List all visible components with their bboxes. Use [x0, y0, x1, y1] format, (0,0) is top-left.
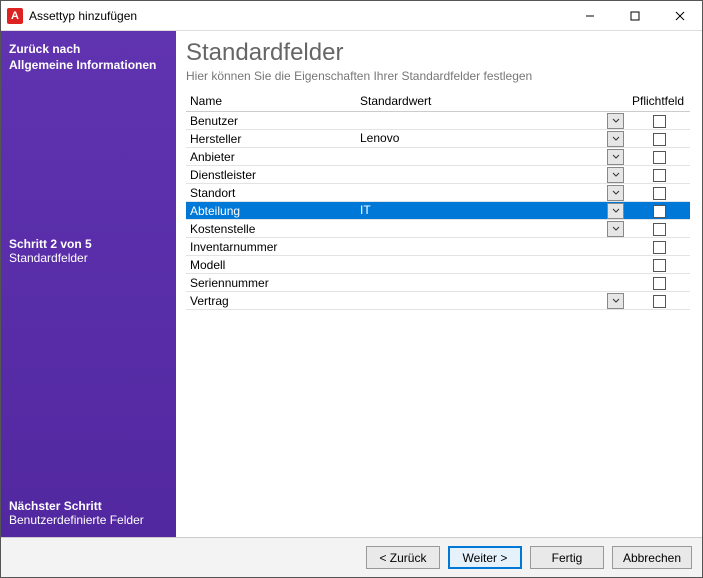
dropdown-toggle[interactable] — [607, 185, 624, 201]
dropdown-toggle[interactable] — [607, 149, 624, 165]
table-row[interactable]: Hersteller Lenovo — [186, 130, 690, 148]
dropdown-toggle[interactable] — [607, 113, 624, 129]
cell-name[interactable]: Modell — [186, 256, 356, 274]
cancel-button[interactable]: Abbrechen — [612, 546, 692, 569]
dialog-footer: < Zurück Weiter > Fertig Abbrechen — [1, 537, 702, 577]
cell-name[interactable]: Standort — [186, 184, 356, 202]
table-row[interactable]: Modell — [186, 256, 690, 274]
dropdown-toggle[interactable] — [607, 221, 624, 237]
back-link-target: Allgemeine Informationen — [9, 58, 156, 72]
dialog-window: A Assettyp hinzufügen Zurück nach Allgem… — [0, 0, 703, 578]
next-step-name: Benutzerdefinierte Felder — [9, 513, 168, 527]
wizard-sidebar: Zurück nach Allgemeine Informationen Sch… — [1, 31, 176, 537]
cell-required — [628, 184, 690, 202]
next-step-label: Nächster Schritt — [9, 499, 168, 513]
dialog-body: Zurück nach Allgemeine Informationen Sch… — [1, 31, 702, 537]
table-row[interactable]: Anbieter — [186, 148, 690, 166]
app-icon: A — [7, 8, 23, 24]
titlebar: A Assettyp hinzufügen — [1, 1, 702, 31]
cell-default-value[interactable] — [356, 292, 628, 310]
page-subheading: Hier können Sie die Eigenschaften Ihrer … — [186, 69, 690, 83]
cell-default-value[interactable] — [356, 112, 628, 130]
cell-name[interactable]: Seriennummer — [186, 274, 356, 292]
dropdown-toggle[interactable] — [607, 167, 624, 183]
back-link-label: Zurück nach — [9, 42, 80, 56]
cell-name[interactable]: Vertrag — [186, 292, 356, 310]
cell-required — [628, 274, 690, 292]
required-checkbox[interactable] — [653, 205, 666, 218]
cell-default-value[interactable] — [356, 238, 628, 256]
page-heading: Standardfelder — [186, 39, 690, 67]
required-checkbox[interactable] — [653, 223, 666, 236]
required-checkbox[interactable] — [653, 241, 666, 254]
table-row[interactable]: Vertrag — [186, 292, 690, 310]
cell-default-value[interactable] — [356, 184, 628, 202]
cell-default-value[interactable] — [356, 220, 628, 238]
cell-required — [628, 166, 690, 184]
dropdown-toggle[interactable] — [607, 131, 624, 147]
default-value-text: IT — [360, 203, 371, 217]
next-step: Nächster Schritt Benutzerdefinierte Feld… — [9, 499, 168, 527]
cell-required — [628, 130, 690, 148]
close-button[interactable] — [657, 1, 702, 30]
col-header-name[interactable]: Name — [186, 91, 356, 112]
step-name: Standardfelder — [9, 251, 168, 265]
required-checkbox[interactable] — [653, 151, 666, 164]
col-header-required[interactable]: Pflichtfeld — [628, 91, 690, 112]
cell-default-value[interactable]: Lenovo — [356, 130, 628, 148]
dropdown-toggle[interactable] — [607, 293, 624, 309]
cell-name[interactable]: Abteilung — [186, 202, 356, 220]
cell-name[interactable]: Dienstleister — [186, 166, 356, 184]
cell-required — [628, 238, 690, 256]
cell-name[interactable]: Anbieter — [186, 148, 356, 166]
minimize-button[interactable] — [567, 1, 612, 30]
cell-required — [628, 256, 690, 274]
table-row[interactable]: Abteilung IT — [186, 202, 690, 220]
required-checkbox[interactable] — [653, 187, 666, 200]
fields-table: Name Standardwert Pflichtfeld BenutzerHe… — [186, 91, 690, 310]
table-row[interactable]: Benutzer — [186, 112, 690, 130]
table-row[interactable]: Dienstleister — [186, 166, 690, 184]
required-checkbox[interactable] — [653, 169, 666, 182]
cell-required — [628, 148, 690, 166]
required-checkbox[interactable] — [653, 277, 666, 290]
back-button[interactable]: < Zurück — [366, 546, 440, 569]
required-checkbox[interactable] — [653, 115, 666, 128]
cell-default-value[interactable]: IT — [356, 202, 628, 220]
dropdown-toggle[interactable] — [607, 203, 624, 219]
table-row[interactable]: Inventarnummer — [186, 238, 690, 256]
cell-required — [628, 220, 690, 238]
back-link[interactable]: Zurück nach Allgemeine Informationen — [9, 41, 168, 73]
required-checkbox[interactable] — [653, 295, 666, 308]
required-checkbox[interactable] — [653, 259, 666, 272]
step-counter: Schritt 2 von 5 — [9, 237, 168, 251]
cell-default-value[interactable] — [356, 256, 628, 274]
cell-required — [628, 292, 690, 310]
window-title: Assettyp hinzufügen — [29, 9, 567, 23]
col-header-default[interactable]: Standardwert — [356, 91, 628, 112]
cell-default-value[interactable] — [356, 148, 628, 166]
cell-default-value[interactable] — [356, 274, 628, 292]
cell-name[interactable]: Benutzer — [186, 112, 356, 130]
current-step: Schritt 2 von 5 Standardfelder — [9, 237, 168, 265]
table-row[interactable]: Kostenstelle — [186, 220, 690, 238]
table-row[interactable]: Seriennummer — [186, 274, 690, 292]
required-checkbox[interactable] — [653, 133, 666, 146]
cell-name[interactable]: Inventarnummer — [186, 238, 356, 256]
maximize-button[interactable] — [612, 1, 657, 30]
cell-required — [628, 112, 690, 130]
default-value-text: Lenovo — [360, 131, 399, 145]
finish-button[interactable]: Fertig — [530, 546, 604, 569]
next-button[interactable]: Weiter > — [448, 546, 522, 569]
table-header-row: Name Standardwert Pflichtfeld — [186, 91, 690, 112]
window-controls — [567, 1, 702, 30]
cell-required — [628, 202, 690, 220]
table-row[interactable]: Standort — [186, 184, 690, 202]
cell-name[interactable]: Kostenstelle — [186, 220, 356, 238]
cell-default-value[interactable] — [356, 166, 628, 184]
cell-name[interactable]: Hersteller — [186, 130, 356, 148]
main-panel: Standardfelder Hier können Sie die Eigen… — [176, 31, 702, 537]
